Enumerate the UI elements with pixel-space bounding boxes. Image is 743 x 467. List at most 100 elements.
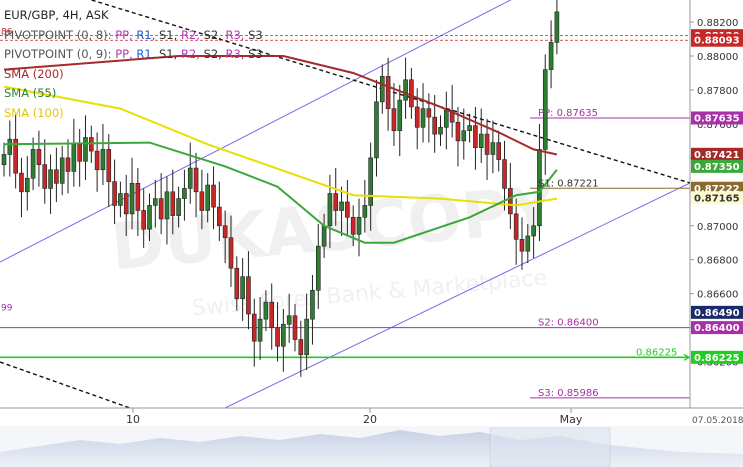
candle-body bbox=[321, 225, 327, 247]
candle-body bbox=[537, 149, 542, 227]
candle-body bbox=[30, 149, 36, 179]
candle-body bbox=[496, 142, 502, 160]
candle-body bbox=[368, 157, 373, 206]
x-axis: 10 20 May 07.05.2018 bbox=[126, 408, 743, 426]
price-badge: 0.86490 bbox=[694, 308, 740, 319]
candle-body bbox=[356, 216, 362, 235]
candle-body bbox=[455, 121, 461, 142]
legend-pivot2-s2: S2, bbox=[203, 47, 222, 61]
candle-body bbox=[502, 159, 507, 189]
candle-body bbox=[350, 216, 356, 235]
candle-body bbox=[118, 193, 123, 206]
candle-body bbox=[269, 301, 275, 328]
candle-body bbox=[513, 213, 519, 240]
candle-body bbox=[327, 193, 333, 227]
pp-badge: 0.87635 bbox=[694, 113, 740, 124]
candle-body bbox=[362, 205, 368, 218]
candle-body bbox=[112, 181, 117, 206]
legend-pivot1: PIVOTPOINT (0, 8): PP, R1, S1, R2, S2, R… bbox=[4, 26, 263, 46]
legend-pivot2-pp: PP, bbox=[115, 47, 133, 61]
candle-body bbox=[304, 318, 309, 356]
sma55-badge: 0.87350 bbox=[694, 162, 740, 173]
candle-body bbox=[449, 110, 455, 123]
navigator[interactable] bbox=[0, 426, 743, 467]
s2-badge: 0.86400 bbox=[694, 323, 740, 334]
candle-body bbox=[467, 125, 472, 132]
candle-body bbox=[315, 245, 321, 291]
candle-body bbox=[42, 164, 48, 189]
candle-body bbox=[379, 76, 385, 103]
candle-body bbox=[48, 169, 53, 189]
sma200-line bbox=[3, 55, 558, 156]
candle-body bbox=[409, 79, 414, 108]
candle-body bbox=[420, 108, 426, 128]
candle-body bbox=[106, 149, 112, 182]
candle-body bbox=[554, 11, 560, 43]
candle-body bbox=[153, 198, 158, 206]
candles bbox=[1, 0, 560, 377]
sma200-badge: 0.87421 bbox=[694, 150, 740, 161]
candle-body bbox=[13, 138, 18, 174]
legend-pivot1-name: PIVOTPOINT (0, 8): bbox=[4, 27, 112, 42]
candle-body bbox=[59, 157, 65, 184]
legend-pivot1-r2: R2, bbox=[180, 27, 200, 42]
candle-body bbox=[251, 313, 257, 342]
candle-body bbox=[473, 125, 478, 148]
candle-body bbox=[531, 225, 536, 237]
legend-pivot1-r3: R3, bbox=[225, 27, 245, 42]
candle-body bbox=[164, 191, 170, 220]
candle-body bbox=[65, 157, 71, 172]
navigator-window[interactable] bbox=[489, 427, 611, 467]
y-tick-label: 0.86600 bbox=[697, 290, 738, 301]
legend-pivot1-r1: R1, bbox=[136, 27, 156, 42]
candle-body bbox=[391, 108, 397, 132]
moving-averages bbox=[3, 55, 558, 244]
channel-lower-line bbox=[224, 182, 690, 408]
candle-body bbox=[123, 193, 129, 215]
candle-body bbox=[478, 133, 484, 148]
sma55-badge-bg bbox=[691, 159, 743, 173]
candle-body bbox=[333, 193, 339, 211]
legend-pivot2-r3: R3, bbox=[225, 47, 245, 61]
candle-body bbox=[7, 138, 13, 155]
candle-body bbox=[397, 99, 403, 132]
candle-body bbox=[24, 177, 30, 193]
candle-body bbox=[1, 154, 7, 165]
x-tick-label: May bbox=[560, 413, 583, 426]
price-badges: 0.881200.880930.876350.874210.873500.872… bbox=[691, 29, 743, 364]
candle-body bbox=[484, 133, 490, 155]
legend-pivot2-s3: S3 bbox=[248, 47, 263, 61]
candle-body bbox=[444, 110, 449, 128]
candle-body bbox=[240, 276, 245, 300]
s2-badge-bg bbox=[691, 321, 743, 335]
candle-body bbox=[508, 188, 513, 215]
candle-body bbox=[187, 167, 193, 189]
candle-body bbox=[158, 198, 164, 220]
sma100-badge-bg bbox=[691, 191, 743, 205]
left-edge-label: 86 bbox=[1, 28, 13, 38]
candle-body bbox=[438, 127, 443, 135]
level-label: S1: 0.87221 bbox=[538, 178, 599, 189]
candle-body bbox=[54, 169, 59, 184]
candle-body bbox=[228, 237, 234, 269]
candle-body bbox=[461, 130, 467, 142]
sma55-line bbox=[3, 141, 558, 244]
candle-body bbox=[275, 327, 280, 347]
candle-body bbox=[525, 235, 531, 252]
price-badge-bg bbox=[691, 305, 743, 319]
legend-sma55: SMA (55) bbox=[4, 86, 57, 100]
candle-body bbox=[193, 167, 199, 193]
candle-body bbox=[222, 225, 228, 238]
candle-body bbox=[339, 201, 344, 211]
legend-pivot1-pp: PP, bbox=[115, 27, 133, 42]
y-tick-label: 0.86800 bbox=[697, 256, 738, 267]
candle-body bbox=[246, 276, 251, 315]
candle-body bbox=[403, 79, 408, 101]
y-tick-label: 0.88200 bbox=[697, 18, 738, 29]
legend-sma200: SMA (200) bbox=[4, 66, 64, 81]
pp-badge-bg bbox=[691, 111, 743, 125]
candle-body bbox=[310, 289, 315, 320]
candle-body bbox=[83, 137, 88, 162]
candle-body bbox=[263, 301, 269, 320]
candle-body bbox=[94, 150, 100, 171]
